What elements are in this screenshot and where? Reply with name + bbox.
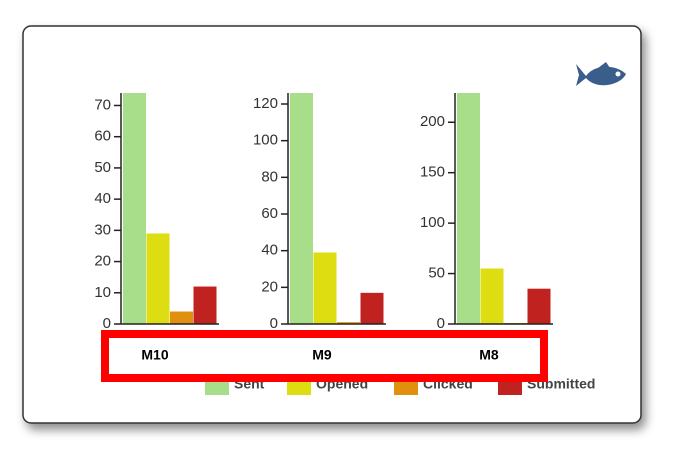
y-tick-label: 60 <box>94 128 111 145</box>
y-tick-label: 50 <box>428 265 445 282</box>
fish-icon <box>576 62 626 86</box>
y-tick-label: 0 <box>103 315 111 332</box>
highlight-box <box>101 330 548 382</box>
x-label: M10 <box>141 347 168 363</box>
y-tick-label: 100 <box>253 132 278 149</box>
bar <box>170 311 193 324</box>
bar <box>337 322 360 324</box>
y-tick-label: 120 <box>253 95 278 112</box>
y-tick-label: 0 <box>270 315 278 332</box>
y-tick-label: 200 <box>420 113 445 130</box>
bar <box>146 233 170 324</box>
bar <box>123 93 146 324</box>
y-tick-label: 60 <box>261 205 278 222</box>
y-tick-label: 0 <box>437 315 445 332</box>
y-tick-label: 30 <box>94 221 111 238</box>
y-tick-label: 150 <box>420 164 445 181</box>
bar <box>480 268 504 324</box>
y-tick-label: 40 <box>261 242 278 259</box>
y-tick-label: 70 <box>94 96 111 113</box>
y-tick-label: 10 <box>94 284 111 301</box>
y-tick-label: 80 <box>261 168 278 185</box>
bar <box>360 292 384 324</box>
bar <box>193 286 217 324</box>
x-label: M8 <box>479 347 499 363</box>
charts: 0 10 20 30 40 50 60 70 0 20 40 60 80 100 120 0 50 100 150 2… <box>94 93 553 332</box>
y-tick-label: 100 <box>420 214 445 231</box>
bar <box>457 93 480 324</box>
y-tick-label: 40 <box>94 190 111 207</box>
bar <box>313 252 337 324</box>
y-tick-label: 20 <box>94 253 111 270</box>
y-tick-label: 50 <box>94 159 111 176</box>
bar <box>290 93 313 324</box>
y-tick-label: 20 <box>261 278 278 295</box>
bar <box>527 288 551 324</box>
labels: M10 M9 M8 <box>141 347 499 363</box>
x-label: M9 <box>312 347 332 363</box>
